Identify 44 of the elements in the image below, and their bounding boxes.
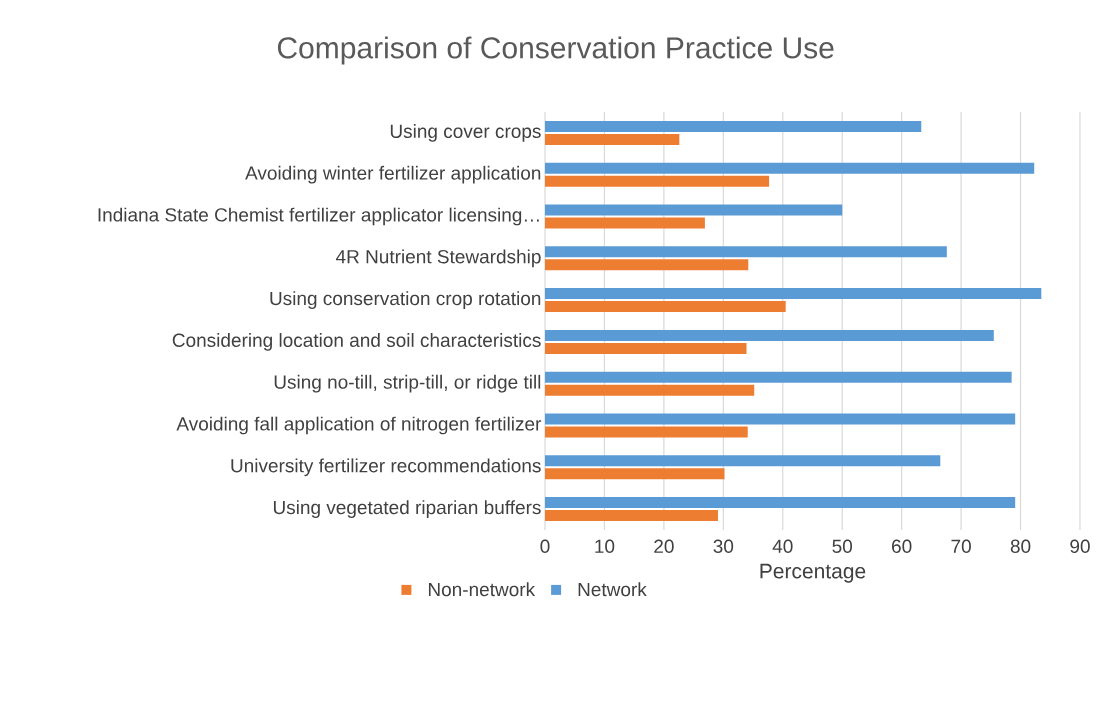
x-tick-label: 10	[595, 539, 615, 553]
x-tick-label: 30	[713, 539, 734, 553]
y-tick-label: Using vegetated riparian buffers	[273, 500, 541, 518]
x-tick-label: 40	[772, 539, 793, 553]
x-tick-label: 20	[654, 539, 674, 553]
bar	[545, 217, 705, 229]
y-tick-label: Avoiding winter fertilizer application	[245, 165, 541, 184]
bar	[545, 329, 994, 341]
x-tick-label: 80	[1010, 539, 1031, 553]
y-tick-label: 4R Nutrient Stewardship	[335, 249, 541, 268]
chart-title: Comparison of Conservation Practice Use	[277, 36, 834, 65]
bar	[545, 259, 749, 271]
bar	[545, 175, 770, 187]
legend-label: Non-network	[428, 582, 536, 597]
y-tick-label: Using cover crops	[390, 124, 541, 142]
x-tick-label: 70	[951, 539, 971, 553]
bar	[545, 426, 748, 438]
legend-label: Network	[578, 582, 647, 597]
bar	[545, 468, 725, 480]
bar	[545, 342, 747, 354]
bar	[545, 246, 947, 258]
x-tick-label: 0	[540, 539, 550, 553]
y-tick-label: Considering location and soil characteristics	[172, 333, 541, 351]
y-tick-label: Using no-till, strip-till, or ridge till	[274, 374, 541, 393]
x-tick-label: 90	[1070, 539, 1090, 553]
bar	[545, 455, 941, 467]
bar	[545, 120, 922, 132]
y-tick-label: Avoiding fall application of nitrogen fertilizer	[176, 416, 542, 435]
bar	[545, 497, 1016, 509]
y-tick-label: University fertilizer recommendations	[231, 458, 541, 477]
x-tick-label: 60	[892, 539, 912, 553]
x-tick-label: 50	[832, 539, 853, 553]
bar	[545, 371, 1012, 383]
y-tick-label: Using conservation crop rotation	[270, 291, 541, 309]
y-tick-label: Indiana State Chemist fertilizer applicator licensing…	[98, 207, 539, 226]
bar	[545, 133, 680, 145]
bar	[545, 288, 1042, 300]
bar	[545, 162, 1035, 174]
bar	[545, 204, 843, 216]
bar	[545, 301, 786, 313]
bar	[545, 384, 755, 396]
x-axis-title: Percentage	[760, 563, 866, 583]
bar	[545, 413, 1016, 425]
bar	[545, 510, 718, 522]
